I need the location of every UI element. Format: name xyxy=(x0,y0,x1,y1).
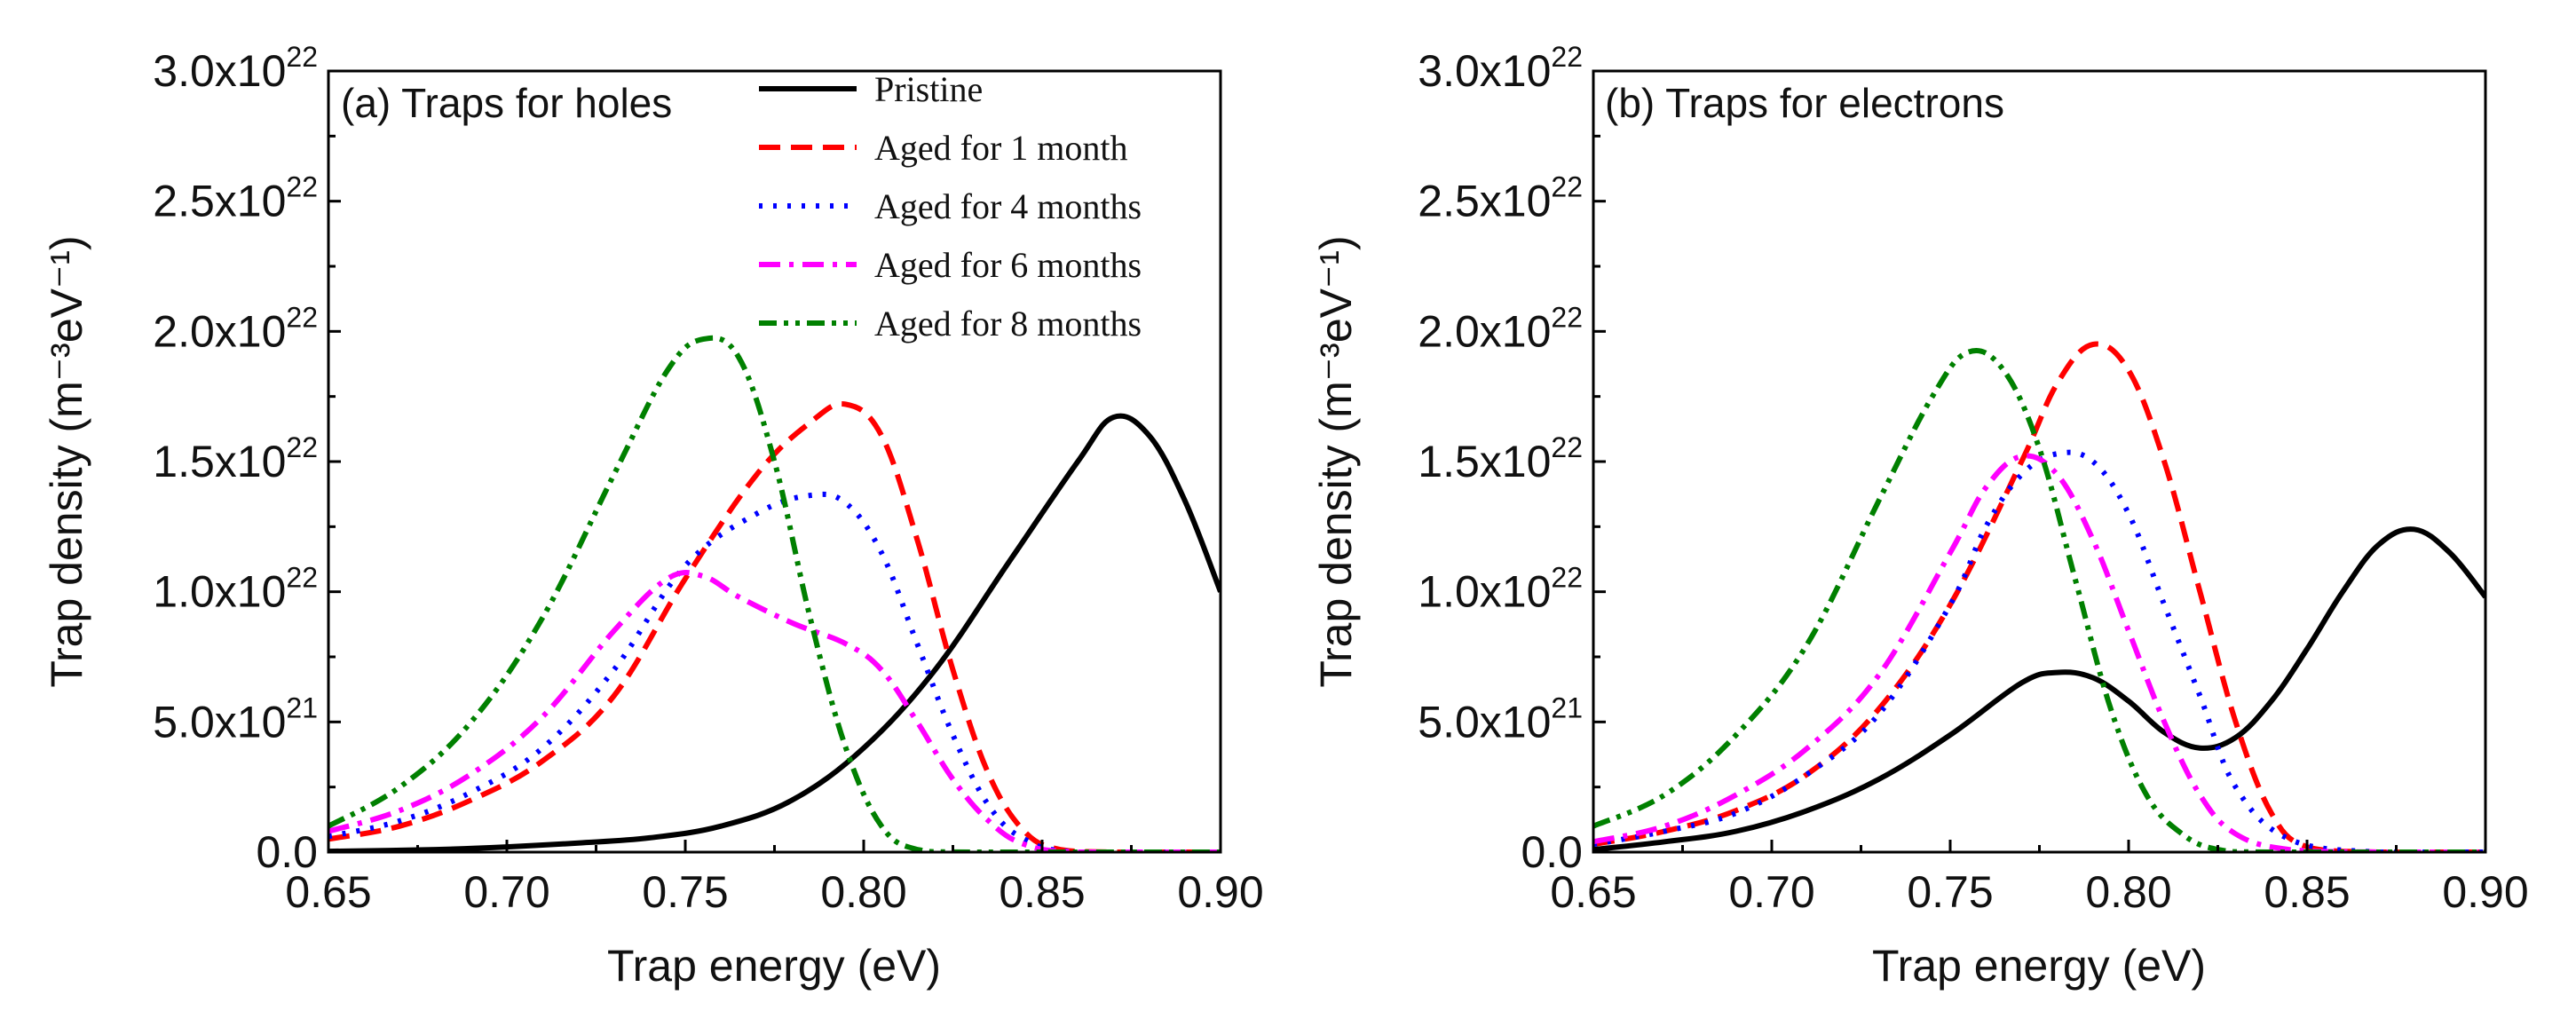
panel-a-y-tick-label: 1.5x1022 xyxy=(153,431,318,486)
panel-a-y-tick-label: 2.5x1022 xyxy=(153,171,318,226)
panel-a-series-pristine xyxy=(328,413,1221,852)
panel-a-y-tick-label: 5.0x1021 xyxy=(153,691,318,746)
legend-label-aged-for-1-month: Aged for 1 month xyxy=(874,128,1128,168)
panel-a-series-aged-for-4-months xyxy=(328,491,1221,852)
panel-a-x-tick-label: 0.65 xyxy=(285,867,371,917)
panel-b-y-tick-label: 2.0x1022 xyxy=(1418,301,1583,356)
panel-b-x-tick-label: 0.70 xyxy=(1728,867,1814,917)
panel-a-x-tick-label: 0.70 xyxy=(463,867,549,917)
panel-b-y-tick-label: 0.0 xyxy=(1521,827,1583,877)
panel-a-traps-for-holes: 0.65 0.70 0.75 0.80 0.85 0.90 0.0 5.0x1021 1.0x1… xyxy=(42,41,1264,991)
panel-b-x-tick-label: 0.65 xyxy=(1550,867,1636,917)
panel-a-y-tick-label: 1.0x1022 xyxy=(153,562,318,617)
panel-b-y-axis-label: Trap density (m⁻³eV⁻¹) xyxy=(1311,235,1361,687)
legend: Pristine Aged for 1 month Aged for 4 month… xyxy=(759,69,1142,344)
panel-b-series-aged-for-1-month xyxy=(1593,341,2485,852)
panel-b-x-tick-label: 0.90 xyxy=(2442,867,2528,917)
panel-b-x-tick-label: 0.75 xyxy=(1907,867,1993,917)
panel-b-title: (b) Traps for electrons xyxy=(1605,80,2004,126)
panel-b-y-tick-label: 2.5x1022 xyxy=(1418,171,1583,226)
panel-b-y-tick-label: 1.5x1022 xyxy=(1418,431,1583,486)
panel-a-y-tick-label: 2.0x1022 xyxy=(153,301,318,356)
panel-a-y-tick-label: 3.0x1022 xyxy=(153,41,318,96)
panel-a-x-tick-label: 0.80 xyxy=(820,867,906,917)
legend-label-aged-for-8-months: Aged for 8 months xyxy=(874,304,1142,344)
panel-a-series-aged-for-6-months xyxy=(328,570,1221,852)
panel-b-x-tick-label: 0.85 xyxy=(2264,867,2350,917)
panel-a-y-tick-label: 0.0 xyxy=(256,827,318,877)
panel-a-series-aged-for-1-month xyxy=(328,401,1221,852)
panel-b-y-tick-label: 5.0x1021 xyxy=(1418,691,1583,746)
panel-b-series-pristine xyxy=(1593,526,2485,852)
legend-label-aged-for-6-months: Aged for 6 months xyxy=(874,245,1142,285)
panel-b-y-tick-label: 3.0x1022 xyxy=(1418,41,1583,96)
panel-b-x-tick-label: 0.80 xyxy=(2085,867,2171,917)
panel-b-y-tick-label: 1.0x1022 xyxy=(1418,562,1583,617)
panel-b-traps-for-electrons: 0.65 0.70 0.75 0.80 0.85 0.90 0.0 5.0x1021 1.0x1… xyxy=(1311,41,2529,991)
panel-a-title: (a) Traps for holes xyxy=(341,80,672,126)
panel-b-x-axis-label: Trap energy (eV) xyxy=(1872,941,2206,991)
panel-b-series-aged-for-8-months xyxy=(1593,348,2485,852)
panel-a-x-tick-label: 0.90 xyxy=(1177,867,1263,917)
panel-a-x-tick-label: 0.85 xyxy=(999,867,1085,917)
legend-label-pristine: Pristine xyxy=(874,69,983,109)
panel-a-series-aged-for-8-months xyxy=(328,335,1221,852)
panel-a-y-axis-label: Trap density (m⁻³eV⁻¹) xyxy=(42,235,91,687)
panel-a-x-axis-label: Trap energy (eV) xyxy=(607,941,941,991)
panel-a-x-tick-label: 0.75 xyxy=(642,867,728,917)
legend-label-aged-for-4-months: Aged for 4 months xyxy=(874,186,1142,226)
